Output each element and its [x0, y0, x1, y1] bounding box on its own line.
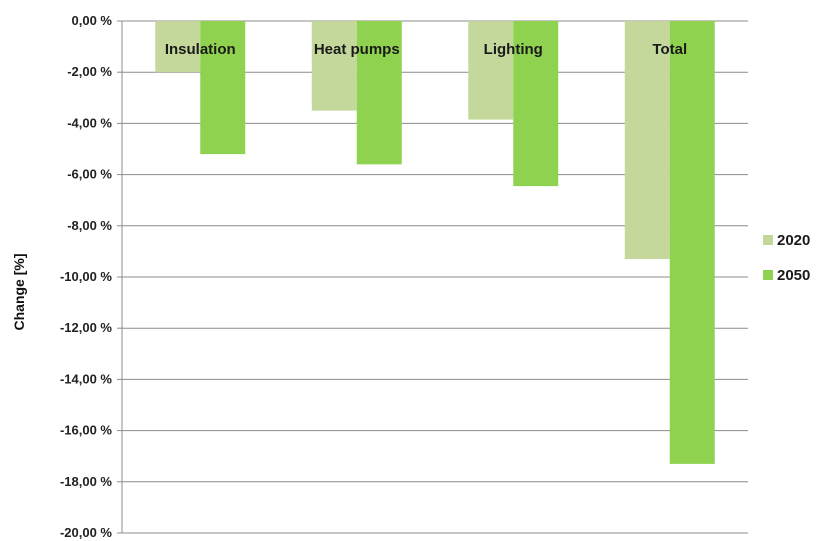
y-tick-label: -18,00 % [60, 474, 112, 489]
legend-swatch-2020 [763, 235, 773, 245]
y-axis-ticks: 0,00 % -2,00 % -4,00 % -6,00 % -8,00 % -10,00… [60, 13, 122, 540]
y-axis-label: Change [%] [11, 254, 27, 331]
y-tick-label: -8,00 % [67, 218, 112, 233]
category-label: Insulation [165, 41, 236, 58]
legend: 2020 2050 [763, 232, 810, 284]
y-tick-label: -6,00 % [67, 167, 112, 182]
y-tick-label: -10,00 % [60, 269, 112, 284]
category-labels: Insulation Heat pumps Lighting Total [165, 41, 687, 58]
y-tick-label: -20,00 % [60, 525, 112, 540]
y-tick-label: -12,00 % [60, 320, 112, 335]
category-label: Heat pumps [314, 41, 400, 58]
y-tick-label: -14,00 % [60, 371, 112, 386]
y-tick-label: -4,00 % [67, 115, 112, 130]
legend-swatch-2050 [763, 270, 773, 280]
bar-2020-lighting [468, 21, 514, 120]
legend-label-2020: 2020 [777, 232, 810, 249]
legend-label-2050: 2050 [777, 267, 810, 284]
y-tick-label: 0,00 % [72, 13, 113, 28]
bar-2050-lighting [513, 21, 559, 187]
bar-2050-heat-pumps [356, 21, 402, 165]
bar-2020-insulation [155, 21, 201, 73]
y-tick-label: -16,00 % [60, 423, 112, 438]
y-tick-label: -2,00 % [67, 64, 112, 79]
bar-2050-total [669, 21, 715, 464]
bar-2020-heat-pumps [311, 21, 357, 111]
bars-group [155, 21, 715, 464]
category-label: Lighting [484, 41, 543, 58]
bar-2050-insulation [200, 21, 246, 155]
bar-2020-total [624, 21, 670, 260]
category-label: Total [652, 41, 687, 58]
